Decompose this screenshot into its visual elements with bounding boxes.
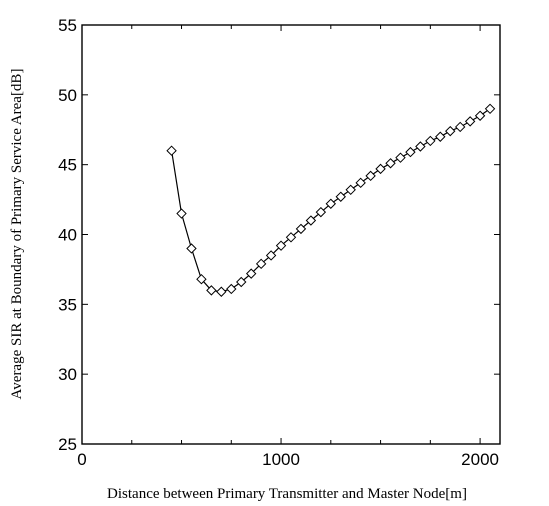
axis-ticks bbox=[81, 24, 500, 445]
data-point bbox=[216, 286, 227, 297]
data-point bbox=[335, 191, 346, 202]
data-point bbox=[395, 152, 406, 163]
data-point bbox=[255, 258, 267, 270]
y-tick-label: 45 bbox=[58, 156, 77, 175]
data-point bbox=[265, 250, 277, 261]
series-layer bbox=[166, 103, 496, 297]
data-point bbox=[484, 103, 496, 115]
y-tick-label: 25 bbox=[58, 435, 77, 454]
y-tick-label: 30 bbox=[58, 365, 77, 384]
x-axis-label: Distance between Primary Transmitter and… bbox=[107, 486, 467, 502]
x-tick-label: 0 bbox=[77, 450, 86, 469]
data-point bbox=[236, 276, 247, 288]
data-point bbox=[226, 283, 237, 295]
data-point bbox=[425, 135, 436, 147]
y-axis-label: Average SIR at Boundary of Primary Servi… bbox=[9, 69, 25, 400]
data-point bbox=[285, 232, 297, 243]
y-tick-label: 50 bbox=[58, 86, 77, 105]
data-point bbox=[385, 158, 396, 169]
data-point bbox=[166, 145, 177, 156]
data-point bbox=[435, 131, 446, 142]
data-point bbox=[474, 110, 486, 121]
data-point bbox=[305, 215, 317, 226]
x-tick-label: 1000 bbox=[262, 450, 300, 469]
data-point bbox=[464, 116, 476, 127]
data-point bbox=[186, 243, 197, 254]
data-point bbox=[355, 177, 366, 189]
data-point bbox=[415, 141, 426, 152]
data-point bbox=[375, 163, 386, 175]
data-point bbox=[245, 268, 257, 279]
data-point bbox=[325, 198, 337, 209]
data-point bbox=[454, 121, 466, 133]
data-point bbox=[405, 146, 416, 158]
data-point bbox=[196, 273, 207, 285]
y-tick-label: 40 bbox=[58, 226, 77, 245]
axis-tick-labels: 25 30 35 40 45 50 55 0 1000 2000 bbox=[58, 16, 499, 469]
data-point bbox=[206, 285, 217, 296]
data-point bbox=[315, 206, 327, 218]
data-point bbox=[365, 170, 376, 182]
data-point bbox=[295, 223, 307, 235]
x-tick-label: 2000 bbox=[461, 450, 499, 469]
data-point bbox=[275, 240, 287, 251]
data-point bbox=[176, 208, 187, 219]
data-point bbox=[345, 184, 356, 196]
y-tick-label: 35 bbox=[58, 295, 77, 314]
y-tick-label: 55 bbox=[58, 16, 77, 35]
data-point bbox=[445, 125, 456, 137]
